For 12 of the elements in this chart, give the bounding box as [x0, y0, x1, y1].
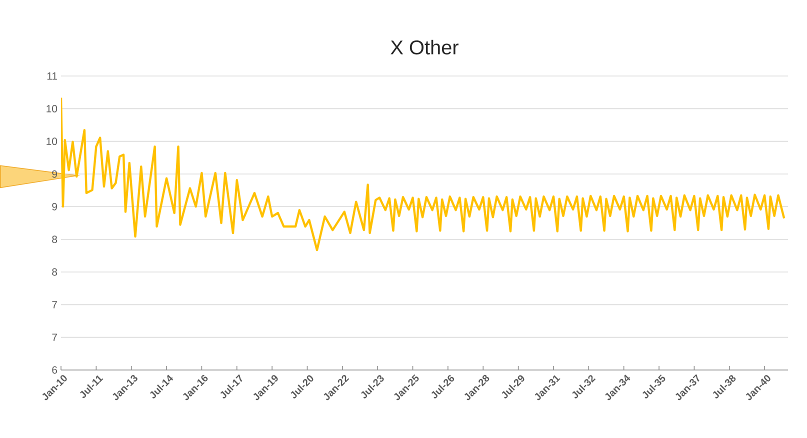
- y-tick-label: 10: [46, 105, 58, 112]
- y-tick-label: 8: [52, 268, 58, 276]
- chart-title: X Other: [390, 40, 458, 54]
- y-tick-label: 9: [52, 202, 57, 210]
- y-tick-label: 7: [52, 334, 57, 341]
- y-tick-label: 6: [52, 366, 58, 374]
- line-series: [61, 96, 786, 252]
- y-tick-label: 8: [52, 236, 58, 244]
- y-tick-label: 11: [47, 72, 57, 80]
- y-tick-label: 9: [52, 170, 57, 178]
- y-tick-label: 10: [46, 138, 58, 146]
- y-tick-label: 7: [52, 301, 57, 308]
